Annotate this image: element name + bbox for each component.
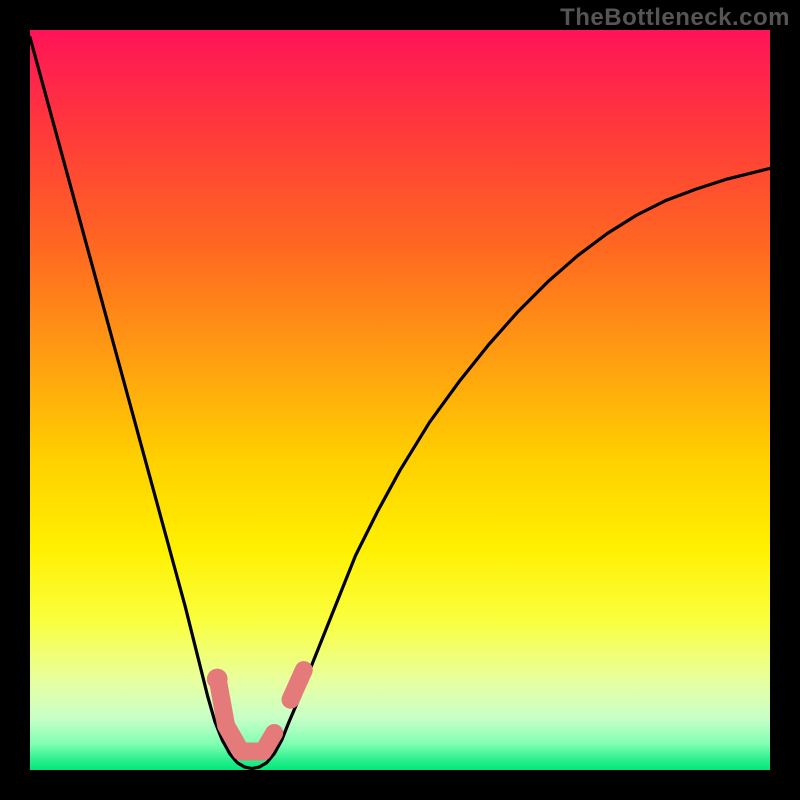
bottleneck-curve [30, 37, 770, 768]
plot-area [30, 30, 770, 770]
marker-segment-0 [219, 685, 275, 752]
marker-dot [207, 669, 228, 690]
marker-segment-1 [290, 670, 303, 700]
watermark-text: TheBottleneck.com [560, 4, 790, 32]
curve-layer [30, 30, 770, 770]
